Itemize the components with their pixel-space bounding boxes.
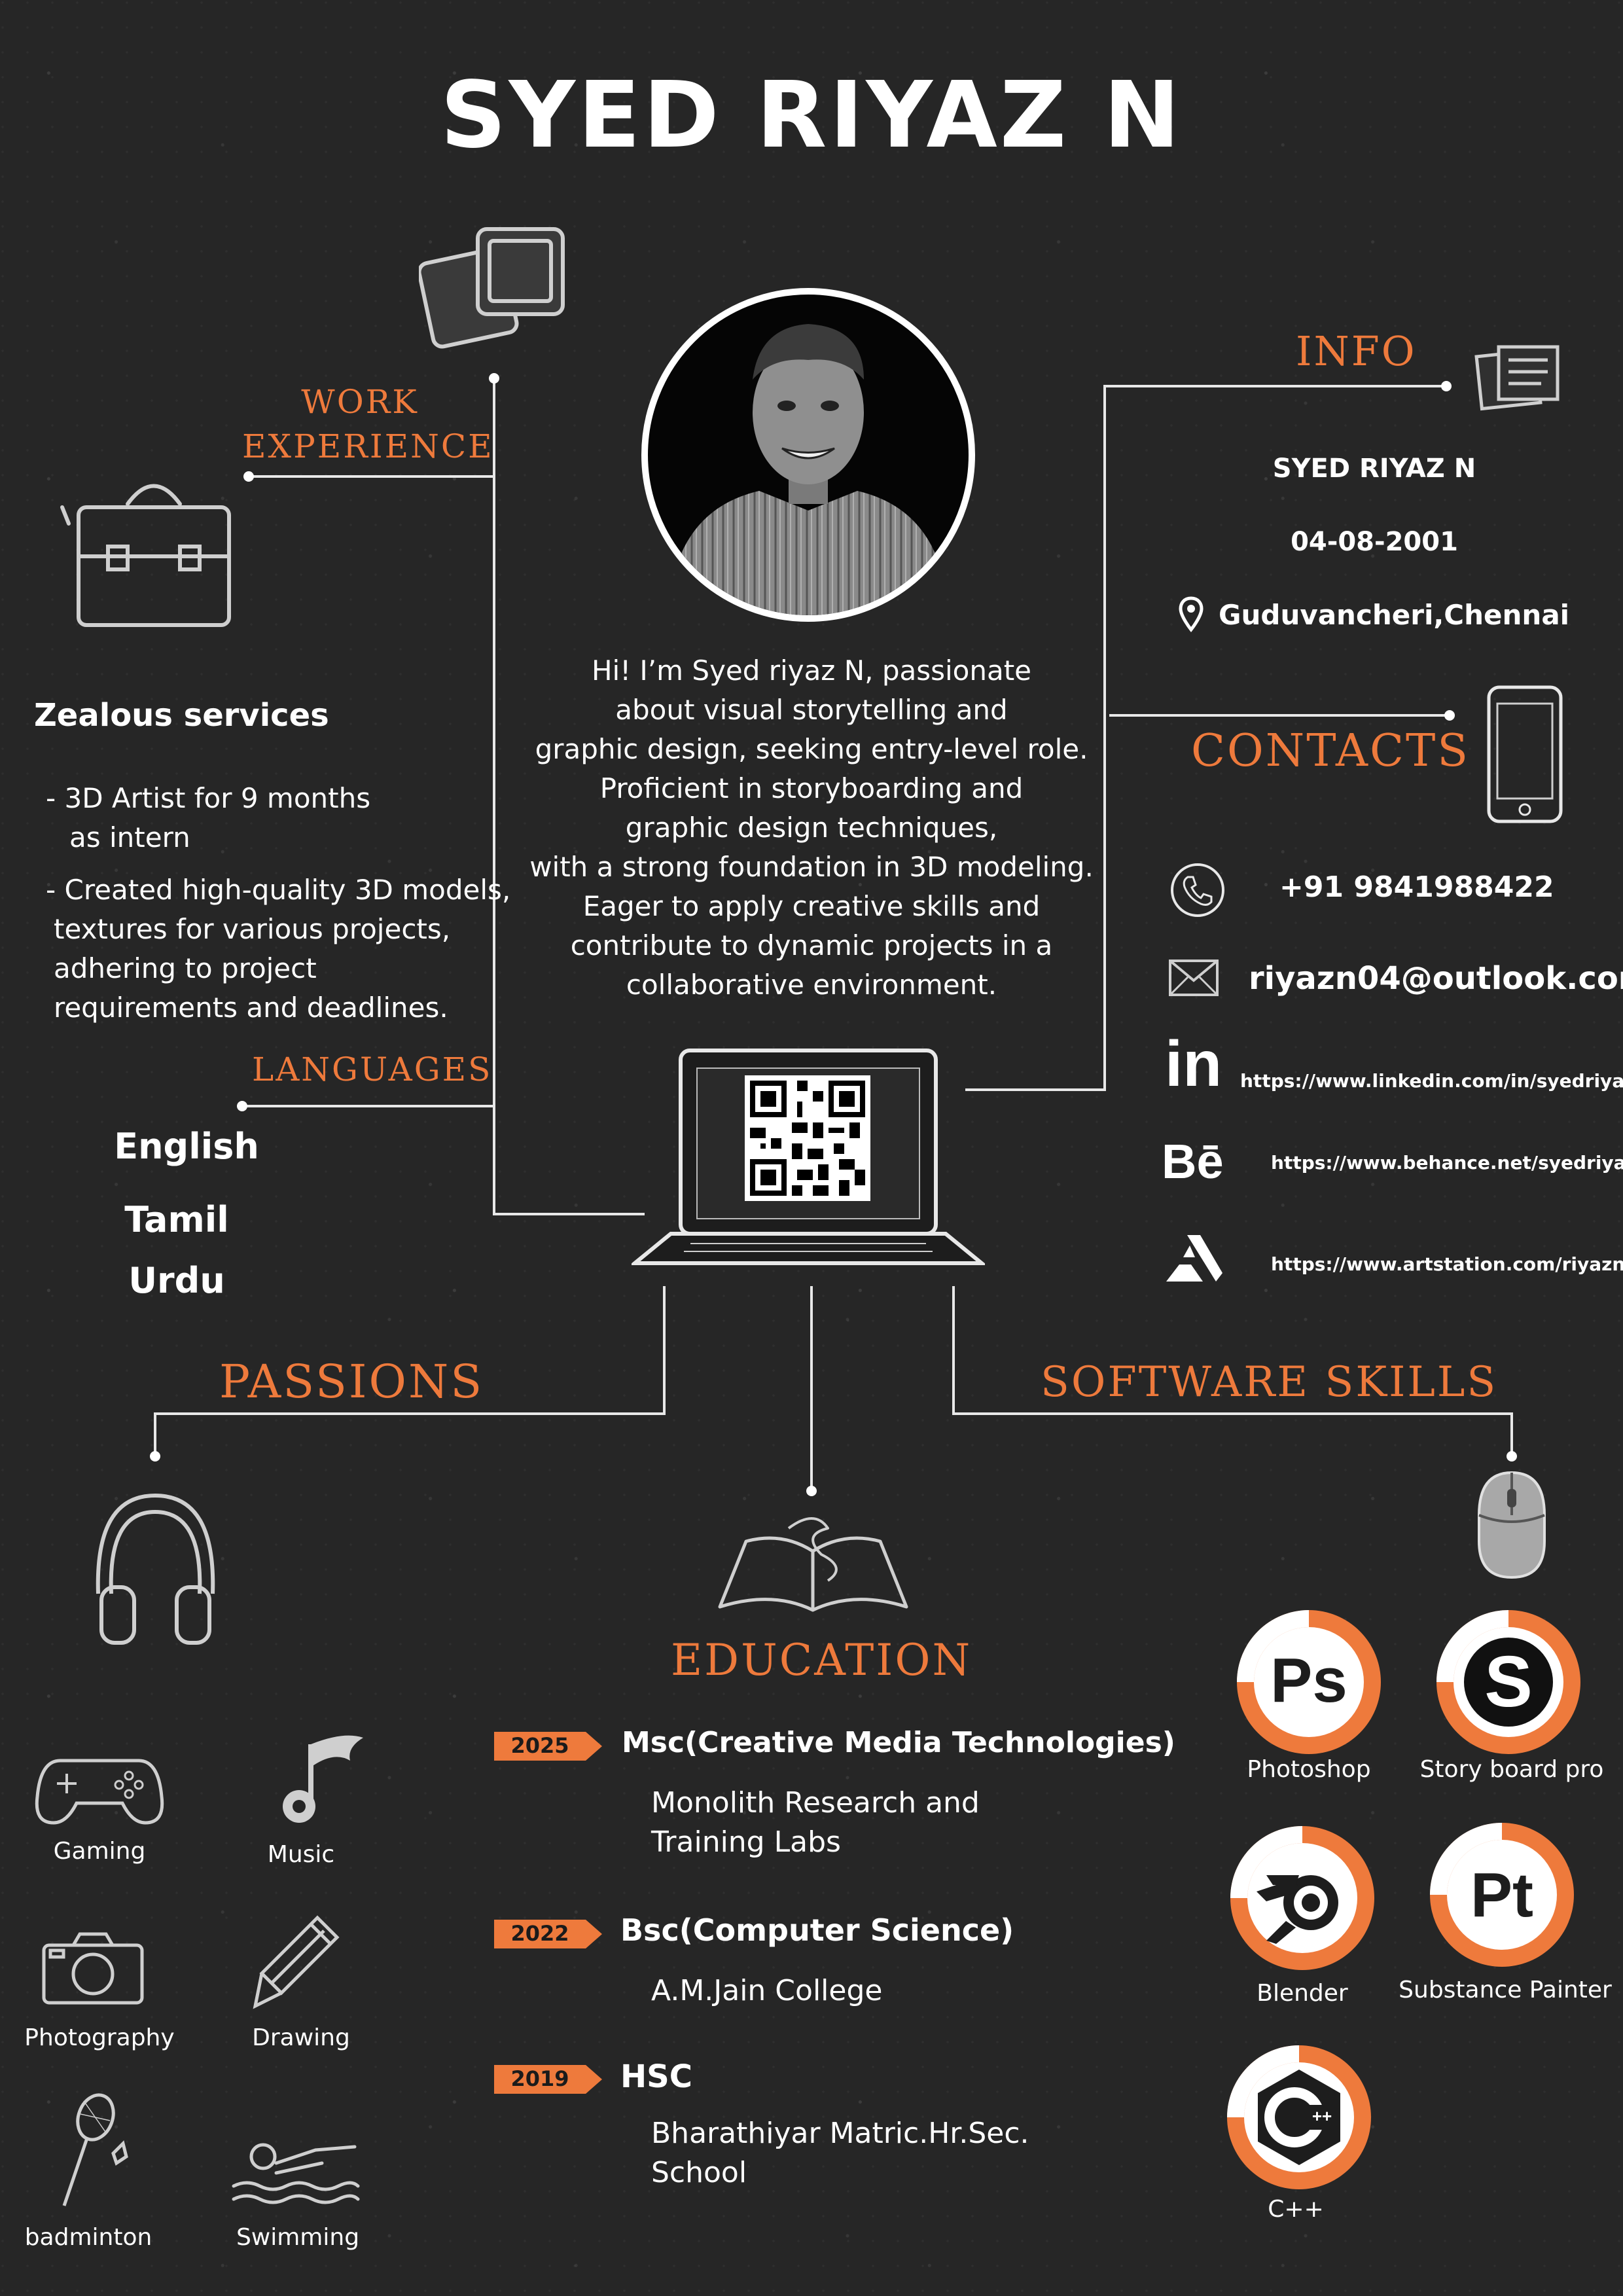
linkedin-url[interactable]: https://www.linkedin.com/in/syedriyazn04… (1240, 1070, 1623, 1092)
software-photoshop: Photoshop (1247, 1756, 1371, 1783)
storyboard-pro-icon: S (1436, 1610, 1580, 1754)
work-bullet-1: - 3D Artist for 9 months (46, 782, 371, 814)
education-institution: A.M.Jain College (651, 1971, 882, 2011)
bio-line: Hi! I’m Syed riyaz N, passionate (591, 655, 1032, 687)
location-pin-icon (1179, 596, 1204, 632)
language-tamil: Tamil (124, 1199, 229, 1240)
work-bullet-2: - Created high-quality 3D models, (46, 874, 511, 906)
linkedin-icon: in (1165, 1028, 1222, 1100)
badminton-icon (62, 2093, 128, 2206)
language-urdu: Urdu (128, 1260, 225, 1301)
svg-text:++: ++ (1312, 2106, 1332, 2126)
education-year: 2025 (510, 1733, 569, 1758)
headphones-icon (96, 1493, 215, 1645)
photoshop-icon: Ps (1237, 1610, 1381, 1754)
work-bullets: - 3D Artist for 9 months as intern - Cre… (46, 779, 510, 1028)
work-bullet-2-cont3: requirements and deadlines. (54, 992, 448, 1024)
education-degree: Bsc(Computer Science) (620, 1912, 1014, 1948)
contact-email[interactable]: riyazn04@outlook.com (1249, 960, 1623, 997)
photo-frames-icon (419, 227, 565, 349)
education-degree: HSC (620, 2058, 692, 2095)
contacts-heading: CONTACTS (1191, 725, 1470, 777)
passion-music: Music (267, 1841, 335, 1868)
work-bullet-2-cont1: textures for various projects, (54, 913, 451, 945)
software-storyboard-pro: Story board pro (1419, 1756, 1604, 1783)
mail-icon (1169, 960, 1219, 996)
work-bullet-1-cont: as intern (69, 821, 190, 853)
gamepad-icon (35, 1759, 164, 1825)
bio-line: Eager to apply creative skills and (582, 890, 1041, 922)
qr-code (745, 1075, 870, 1201)
passion-badminton: badminton (24, 2224, 152, 2251)
swimming-icon (232, 2143, 360, 2204)
passion-photography: Photography (24, 2024, 175, 2051)
institution-line: Bharathiyar Matric.Hr.Sec. (651, 2117, 1029, 2150)
work-heading-line1: WORK (301, 383, 419, 421)
institution-line: School (651, 2156, 747, 2189)
pencil-icon (253, 1915, 340, 2009)
education-year: 2022 (510, 1921, 569, 1946)
work-bullet-2-cont2: adhering to project (54, 952, 317, 984)
passion-drawing: Drawing (252, 2024, 350, 2051)
education-degree: Msc(Creative Media Technologies) (622, 1726, 1175, 1759)
year-tag-2022 (494, 1920, 602, 1948)
info-location: Guduvancheri,Chennai (1219, 599, 1570, 631)
phone-icon (1171, 863, 1224, 917)
work-experience-heading: WORK EXPERIENCE (242, 380, 494, 469)
cpp-icon: ++ (1227, 2045, 1371, 2189)
info-heading: INFO (1296, 327, 1417, 375)
institution-line: Training Labs (651, 1825, 841, 1859)
behance-icon: Bē (1162, 1134, 1224, 1189)
software-cpp: C++ (1268, 2196, 1324, 2223)
mouse-icon (1478, 1471, 1546, 1579)
documents-icon (1474, 345, 1560, 411)
open-book-icon (718, 1517, 908, 1612)
year-tag-2025 (494, 1732, 602, 1761)
behance-url[interactable]: https://www.behance.net/syedriyaz4 (1271, 1152, 1623, 1174)
bio-line: collaborative environment. (626, 969, 997, 1001)
info-name: SYED RIYAZ N (1272, 454, 1476, 484)
substance-painter-icon: Pt (1430, 1823, 1574, 1967)
language-english: English (114, 1126, 259, 1167)
contact-phone[interactable]: +91 9841988422 (1279, 870, 1554, 904)
bio-line: contribute to dynamic projects in a (570, 929, 1053, 961)
education-year: 2019 (510, 2066, 569, 2091)
company-name: Zealous services (34, 697, 329, 734)
software-skills-heading: SOFTWARE SKILLS (1041, 1358, 1498, 1407)
briefcase-icon (60, 484, 231, 627)
smartphone-icon (1487, 685, 1563, 823)
svg-text:Pt: Pt (1471, 1860, 1533, 1930)
institution-line: Monolith Research and (651, 1786, 980, 1820)
artstation-icon (1166, 1235, 1222, 1282)
artstation-url[interactable]: https://www.artstation.com/riyazn8 (1271, 1253, 1623, 1275)
svg-text:Ps: Ps (1270, 1645, 1347, 1715)
bio-line: with a strong foundation in 3D modeling. (529, 851, 1094, 883)
passion-gaming: Gaming (53, 1838, 146, 1865)
education-institution: Bharathiyar Matric.Hr.Sec. School (651, 2114, 1029, 2193)
profile-photo (641, 288, 975, 622)
institution-line: A.M.Jain College (651, 1974, 883, 2007)
year-tag-2019 (494, 2065, 602, 2094)
bio-text: Hi! I’m Syed riyaz N, passionate about v… (517, 651, 1106, 1005)
bio-line: about visual storytelling and (615, 694, 1008, 726)
languages-heading: LANGUAGES (252, 1050, 493, 1088)
camera-icon (42, 1932, 144, 2005)
music-note-icon (283, 1735, 363, 1823)
bio-line: graphic design techniques, (625, 812, 998, 844)
passions-heading: PASSIONS (219, 1355, 484, 1408)
passion-swimming: Swimming (236, 2224, 360, 2251)
svg-text:S: S (1484, 1641, 1532, 1722)
education-heading: EDUCATION (671, 1635, 972, 1685)
education-institution: Monolith Research and Training Labs (651, 1784, 980, 1862)
info-dob: 04-08-2001 (1291, 527, 1458, 557)
bio-line: Proficient in storyboarding and (599, 772, 1024, 804)
blender-icon (1230, 1826, 1374, 1970)
work-heading-line2: EXPERIENCE (242, 427, 494, 465)
page-title: SYED RIYAZ N (440, 62, 1183, 169)
software-blender: Blender (1257, 1980, 1348, 2007)
software-substance-painter: Substance Painter (1399, 1977, 1612, 2003)
bio-line: graphic design, seeking entry-level role… (535, 733, 1088, 765)
portrait-sketch (668, 324, 949, 615)
